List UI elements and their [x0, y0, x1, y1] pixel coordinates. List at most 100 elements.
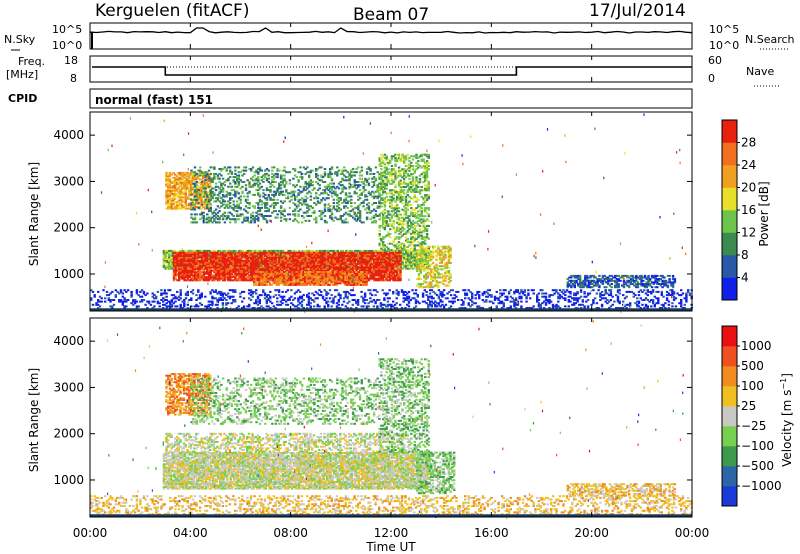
data-cell	[392, 291, 394, 293]
data-cell	[346, 296, 348, 298]
date-title: 17/Jul/2014	[589, 1, 686, 21]
data-cell	[680, 289, 682, 291]
data-cell	[643, 289, 645, 291]
data-cell	[308, 293, 310, 295]
data-cell	[610, 299, 612, 301]
data-cell	[325, 297, 327, 299]
data-cell	[197, 305, 199, 307]
data-cell	[341, 304, 343, 306]
data-cell	[489, 289, 491, 291]
data-cell	[647, 305, 649, 307]
data-cell	[313, 294, 315, 296]
data-cell	[383, 297, 385, 299]
data-cell	[399, 263, 401, 265]
data-cell	[159, 305, 161, 307]
data-cell	[650, 305, 652, 307]
data-cell	[92, 291, 94, 293]
data-cell	[92, 304, 94, 306]
nave-tick-60: 60	[708, 54, 722, 67]
data-cell	[664, 302, 666, 304]
data-cell	[417, 294, 419, 296]
data-cell	[362, 305, 364, 307]
data-cell	[661, 291, 663, 293]
data-cell	[153, 305, 155, 307]
data-cell	[232, 296, 234, 298]
data-cell	[241, 301, 243, 303]
data-cell	[271, 302, 273, 304]
data-cell	[555, 289, 557, 291]
nave-tick-0: 0	[708, 72, 715, 85]
data-cell	[310, 305, 312, 307]
data-cell	[343, 301, 345, 303]
data-cell	[281, 302, 283, 304]
data-cell	[294, 297, 296, 299]
data-cell	[622, 294, 624, 296]
data-cell	[682, 293, 684, 295]
data-cell	[457, 291, 459, 293]
data-cell	[529, 297, 531, 299]
noise-sky-trace	[90, 28, 692, 33]
data-cell	[155, 296, 157, 298]
data-cell	[533, 289, 535, 291]
data-cell	[164, 289, 166, 291]
data-cell	[166, 296, 168, 298]
data-cell	[541, 289, 543, 291]
data-cell	[652, 289, 654, 291]
data-cell	[184, 250, 186, 252]
data-cell	[299, 291, 301, 293]
data-cell	[338, 304, 340, 306]
power-data-layer	[90, 113, 693, 313]
data-cell	[399, 255, 401, 257]
beam-title: Beam 07	[353, 5, 429, 25]
data-cell	[166, 293, 168, 295]
data-cell	[583, 305, 585, 307]
data-cell	[601, 304, 603, 306]
data-cell	[97, 291, 99, 293]
data-cell	[290, 289, 292, 291]
data-cell	[127, 289, 129, 291]
data-cell	[387, 301, 389, 303]
data-cell	[462, 301, 464, 303]
data-cell	[243, 297, 245, 299]
data-cell	[446, 297, 448, 299]
data-cell	[550, 301, 552, 303]
data-cell	[478, 294, 480, 296]
data-cell	[348, 301, 350, 303]
data-cell	[583, 291, 585, 293]
data-cell	[641, 304, 643, 306]
data-cell	[636, 297, 638, 299]
noise-right-tick-top: 10^5	[709, 23, 739, 36]
data-cell	[564, 294, 566, 296]
frequency-panel: Freq. [MHz] 18 8 60 0 Nave	[6, 54, 780, 86]
data-cell	[441, 301, 443, 303]
data-cell	[367, 305, 369, 307]
data-cell	[115, 294, 117, 296]
data-cell	[366, 299, 368, 301]
data-cell	[94, 294, 96, 296]
data-cell	[666, 297, 668, 299]
data-cell	[689, 293, 691, 295]
data-cell	[143, 291, 145, 293]
data-cell	[364, 302, 366, 304]
data-cell	[671, 305, 673, 307]
data-cell	[174, 301, 176, 303]
data-cell	[239, 296, 241, 298]
data-cell	[525, 301, 527, 303]
data-cell	[622, 301, 624, 303]
data-cell	[382, 289, 384, 291]
data-cell	[376, 305, 378, 307]
data-cell	[301, 304, 303, 306]
data-cell	[222, 302, 224, 304]
data-cell	[352, 289, 354, 291]
data-cell	[125, 305, 127, 307]
data-cell	[364, 293, 366, 295]
data-cell	[136, 301, 138, 303]
data-cell	[113, 299, 115, 301]
data-cell	[408, 291, 410, 293]
data-cell	[259, 299, 261, 301]
data-cell	[310, 302, 312, 304]
data-cell	[101, 297, 103, 299]
data-cell	[353, 294, 355, 296]
data-cell	[504, 289, 506, 291]
data-cell	[327, 301, 329, 303]
